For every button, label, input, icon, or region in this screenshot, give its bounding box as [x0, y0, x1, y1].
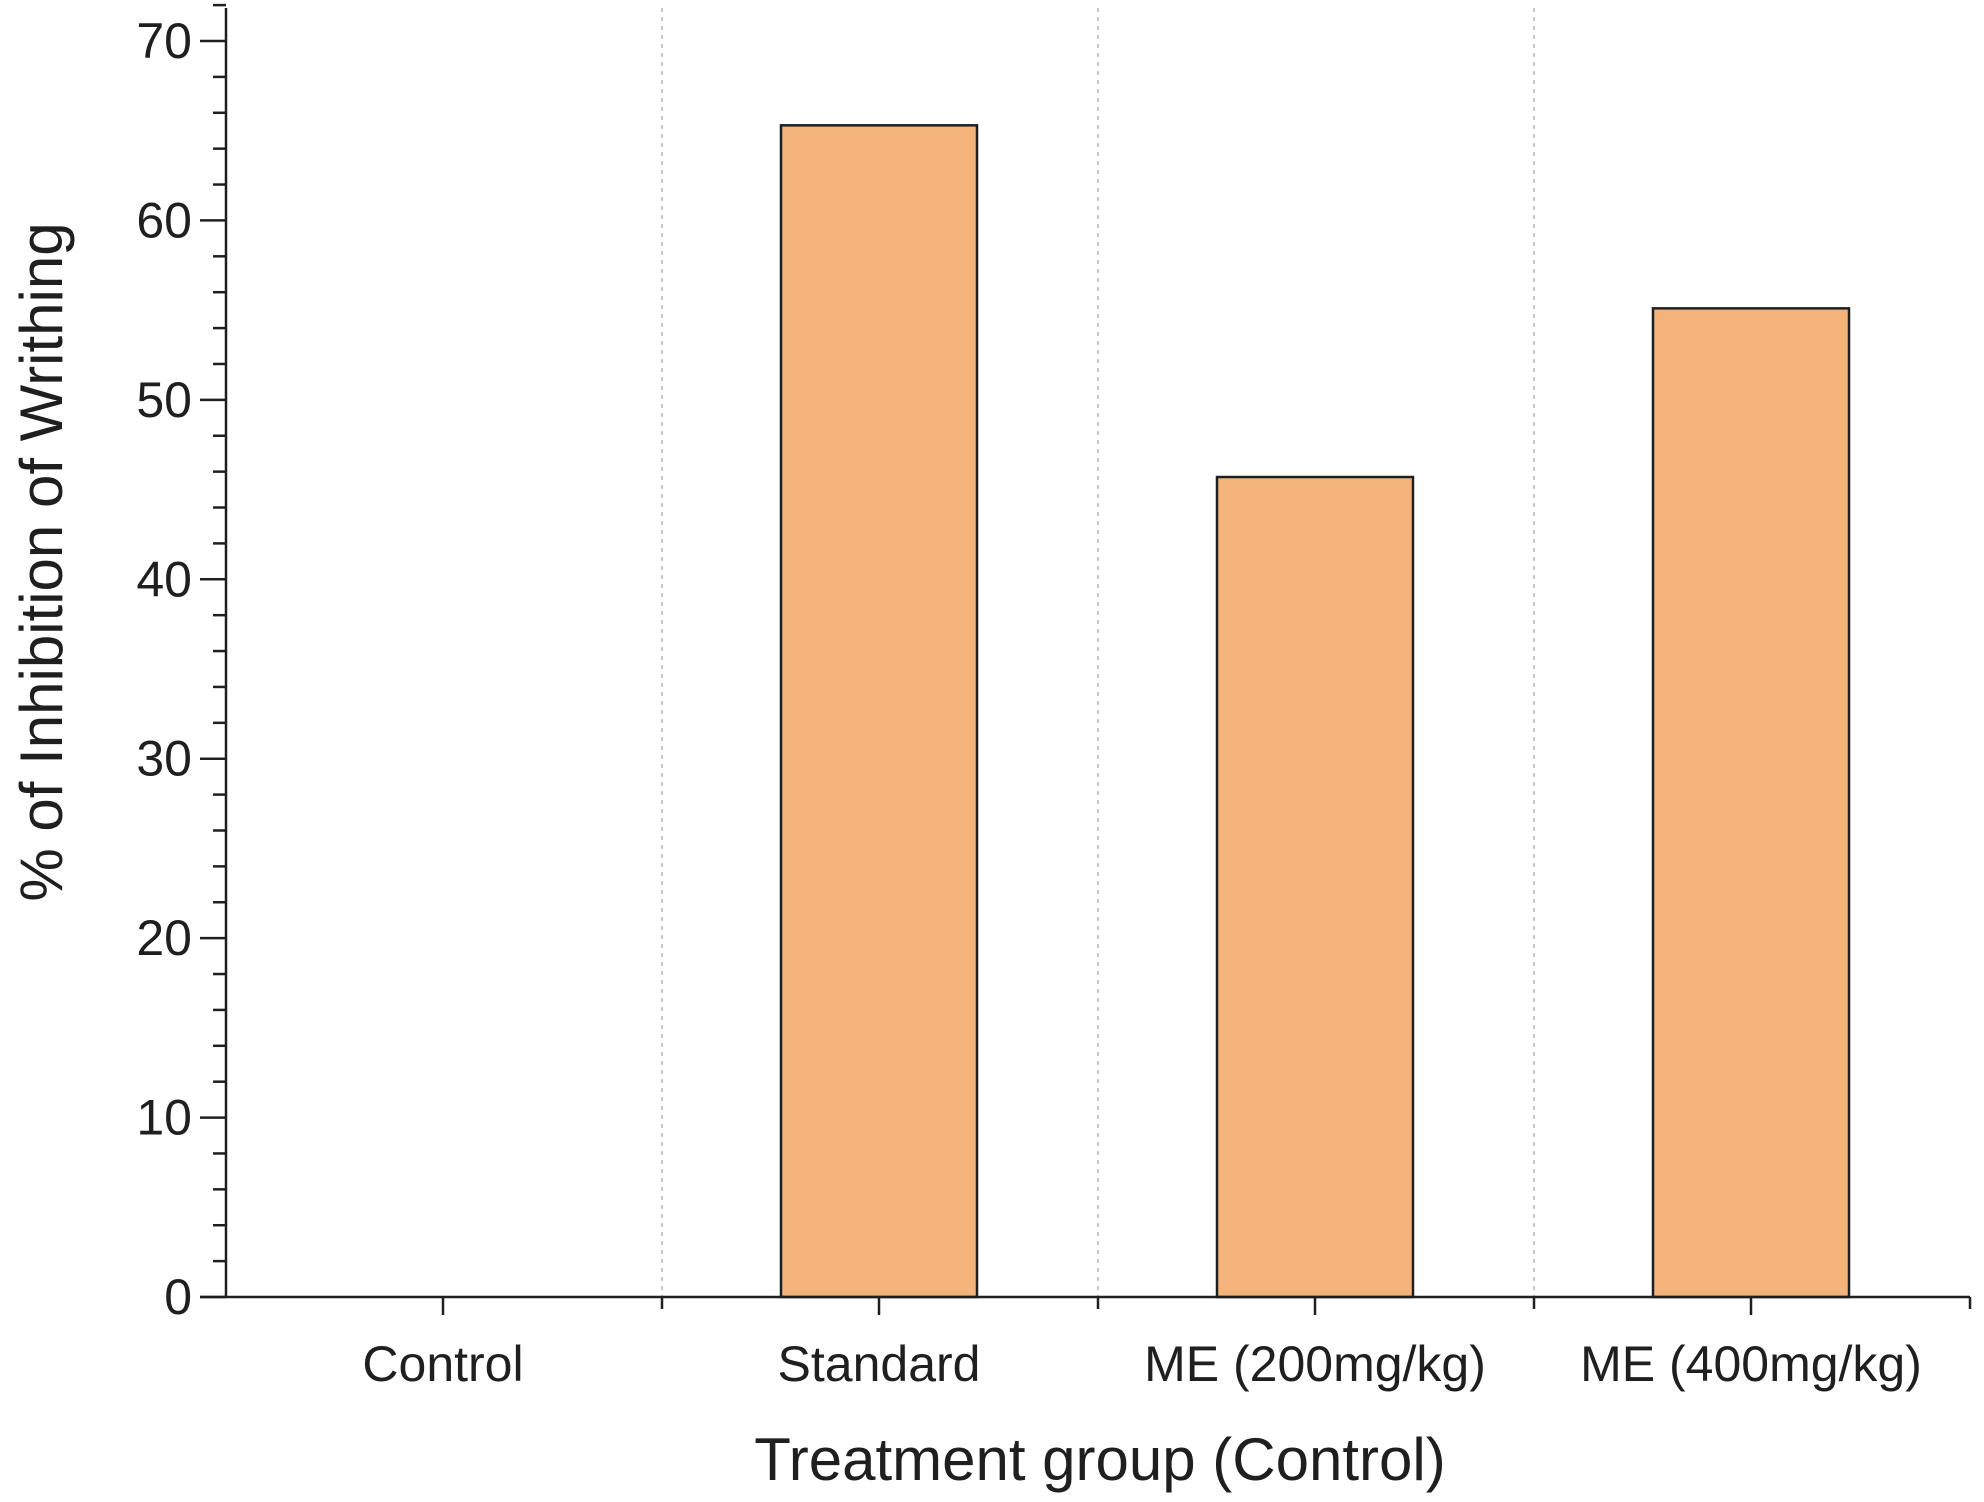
- x-tick-label: Standard: [778, 1336, 981, 1392]
- x-tick-label: ME (400mg/kg): [1580, 1336, 1922, 1392]
- y-tick-label: 40: [136, 551, 192, 607]
- bar-me-200mg-kg: [1215, 475, 1415, 1299]
- x-tick-label: Control: [362, 1336, 523, 1392]
- y-axis-title: % of Inhibition of Writhing: [8, 222, 75, 901]
- bars-layer: [779, 124, 1851, 1299]
- bar-standard: [779, 124, 979, 1299]
- grid-layer: [661, 8, 1535, 1297]
- y-tick-label: 10: [136, 1090, 192, 1146]
- y-tick-label: 30: [136, 731, 192, 787]
- x-tick-label: ME (200mg/kg): [1144, 1336, 1486, 1392]
- y-ticks: 0 10 20 30 40 50 60 70: [136, 3, 226, 1325]
- y-tick-label: 70: [136, 13, 192, 69]
- x-ticks: Control Standard ME (200mg/kg) ME (400mg/kg…: [362, 1297, 1972, 1392]
- y-tick-label: 50: [136, 372, 192, 428]
- y-tick-label: 0: [164, 1269, 192, 1325]
- y-tick-label: 60: [136, 192, 192, 248]
- x-axis-title: Treatment group (Control): [754, 1426, 1445, 1493]
- bar-me-400mg-kg: [1651, 307, 1851, 1299]
- y-tick-label: 20: [136, 910, 192, 966]
